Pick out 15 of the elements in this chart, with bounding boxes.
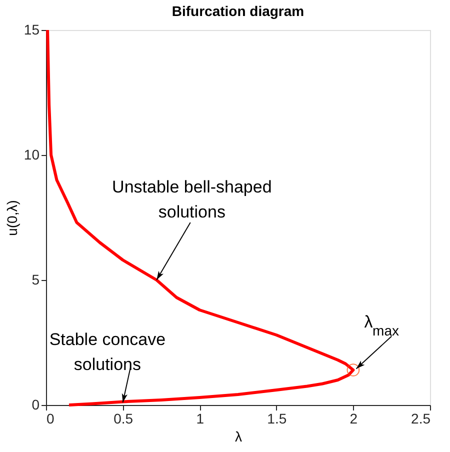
y-tick-label: 0 — [32, 396, 40, 412]
y-tick-label: 15 — [24, 22, 40, 38]
chart-title: Bifurcation diagram — [172, 3, 304, 19]
x-tick-label: 2 — [350, 410, 358, 426]
annotation: Unstable bell-shaped solutions — [112, 178, 272, 222]
x-tick-label: 0.5 — [114, 410, 134, 426]
y-axis-title: u(0,λ) — [4, 200, 20, 236]
x-tick-label: 1 — [196, 410, 204, 426]
x-tick-label: 0 — [46, 410, 54, 426]
y-tick-label: 5 — [32, 272, 40, 288]
y-tick-label: 10 — [24, 146, 40, 162]
annotation: Stable concave solutions — [49, 330, 166, 374]
x-tick-label: 2.5 — [411, 410, 431, 426]
x-tick-label: 1.5 — [267, 410, 287, 426]
x-axis-title: λ — [235, 428, 242, 444]
